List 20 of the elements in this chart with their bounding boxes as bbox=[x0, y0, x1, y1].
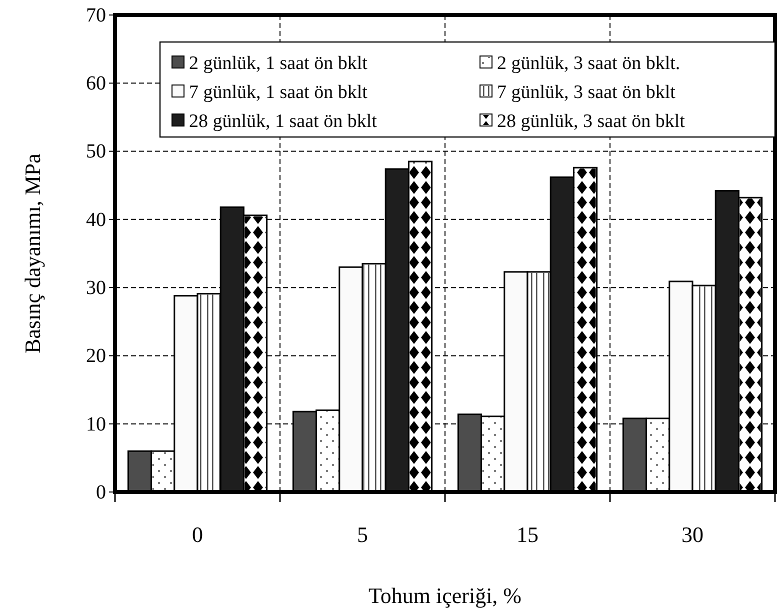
x-tick-label: 30 bbox=[682, 522, 704, 547]
legend-label: 2 günlük, 1 saat ön bklt bbox=[189, 53, 368, 74]
x-axis-title: Tohum içeriği, % bbox=[368, 583, 522, 608]
legend-label: 7 günlük, 3 saat ön bklt bbox=[497, 82, 676, 103]
legend-label: 28 günlük, 1 saat ön bklt bbox=[189, 111, 378, 132]
y-tick-label: 30 bbox=[86, 276, 106, 299]
y-axis-title: Basınç dayanımı, MPa bbox=[20, 153, 45, 354]
legend-label: 2 günlük, 3 saat ön bklt. bbox=[497, 53, 680, 74]
x-tick-label: 15 bbox=[516, 522, 538, 547]
legend-label: 7 günlük, 1 saat ön bklt bbox=[189, 82, 368, 103]
y-tick-label: 60 bbox=[86, 72, 106, 95]
legend-label: 28 günlük, 3 saat ön bklt bbox=[497, 111, 686, 132]
y-tick-label: 50 bbox=[86, 140, 106, 163]
y-tick-label: 70 bbox=[86, 4, 106, 26]
x-tick-label: 5 bbox=[357, 522, 368, 547]
x-tick-label: 0 bbox=[192, 522, 203, 547]
y-tick-label: 40 bbox=[86, 208, 106, 231]
y-tick-label: 20 bbox=[86, 345, 106, 368]
y-tick-label: 10 bbox=[86, 413, 106, 436]
y-tick-label: 0 bbox=[96, 481, 106, 504]
